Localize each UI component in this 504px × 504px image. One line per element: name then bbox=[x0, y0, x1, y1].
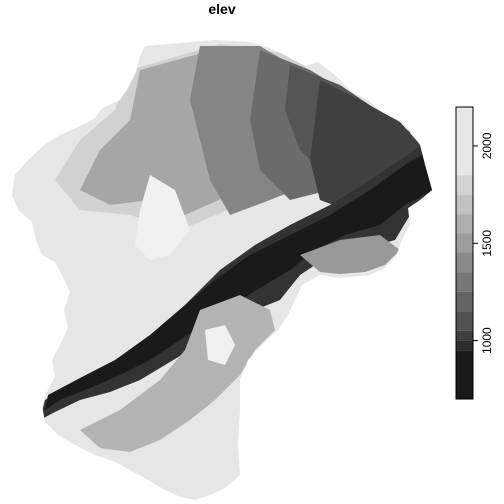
legend-band bbox=[456, 233, 473, 253]
legend-frame bbox=[455, 106, 474, 400]
legend-band bbox=[456, 107, 473, 176]
legend-band bbox=[456, 253, 473, 273]
band-peak-south bbox=[205, 325, 235, 365]
legend-color-bands bbox=[456, 107, 473, 399]
band-valley-floor bbox=[45, 150, 432, 410]
legend-band bbox=[456, 272, 473, 292]
legend-band bbox=[456, 350, 473, 399]
legend-ticks: 1000 1500 2000 bbox=[473, 132, 494, 354]
legend-band bbox=[456, 330, 473, 341]
legend-band bbox=[456, 291, 473, 312]
map-title: elev bbox=[208, 1, 236, 17]
legend-band bbox=[456, 175, 473, 195]
legend-tick-label: 2000 bbox=[480, 132, 494, 159]
legend-band bbox=[456, 340, 473, 351]
band-east-ridge bbox=[300, 235, 400, 274]
legend-tick-label: 1500 bbox=[480, 230, 494, 257]
legend-band bbox=[456, 214, 473, 234]
legend-band bbox=[456, 194, 473, 215]
legend-band bbox=[456, 311, 473, 331]
band-peak-west bbox=[135, 175, 190, 260]
legend-tick-label: 1000 bbox=[480, 327, 494, 354]
